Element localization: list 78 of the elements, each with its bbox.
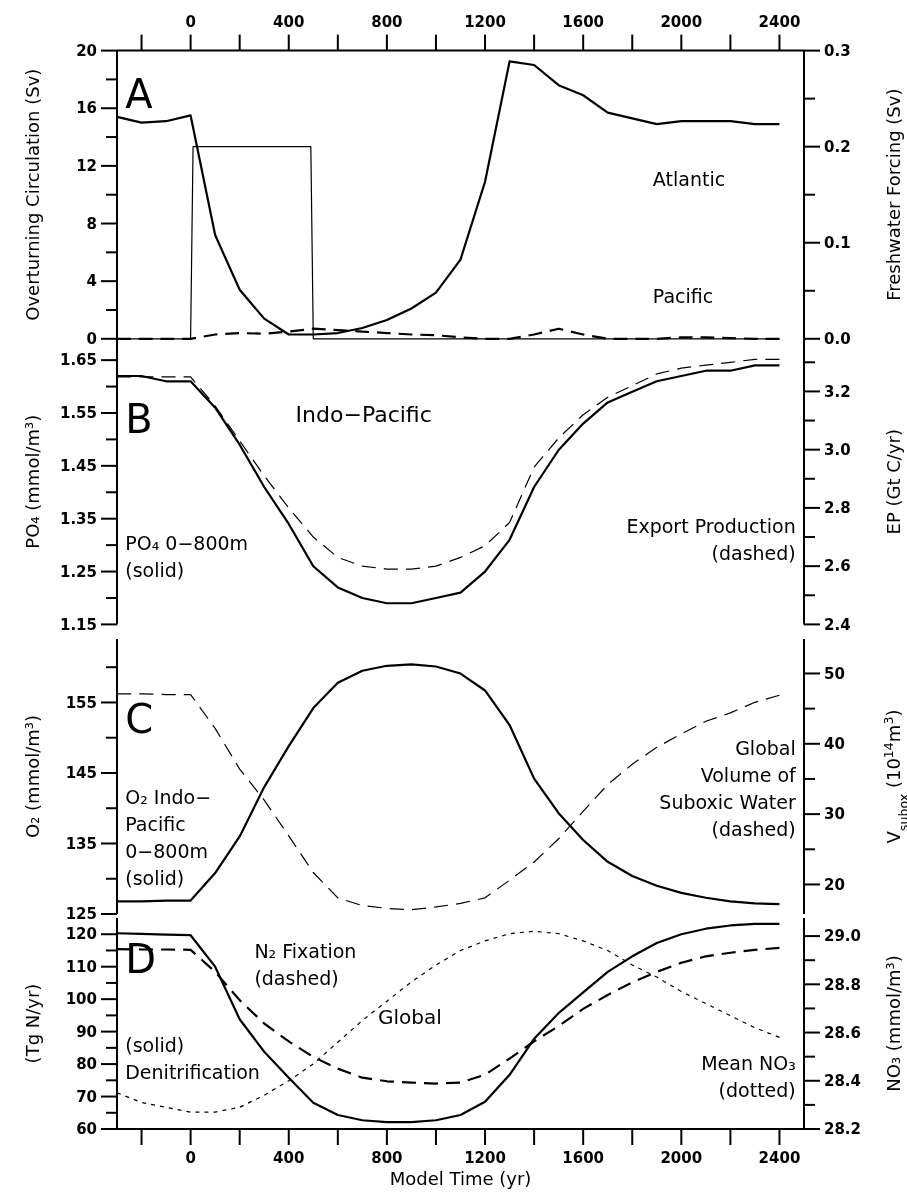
- y-tick-label: 100: [65, 990, 97, 1009]
- text: Atlantic: [652, 168, 726, 191]
- y-axis-title: O₂ (mmol/m³): [22, 714, 43, 839]
- y-tick-label: 120: [65, 925, 97, 944]
- y2-tick-label: 0.1: [824, 233, 851, 252]
- y-tick-label: 16: [76, 99, 97, 118]
- x2-tick-label: 1600: [562, 12, 605, 31]
- y-axis-title: Overturning Circulation (Sv): [22, 68, 43, 321]
- y2-tick-label: 28.6: [824, 1023, 862, 1042]
- x2-tick-label: 0: [185, 12, 196, 31]
- y-tick-label: 125: [65, 905, 97, 924]
- y-tick-label: 1.65: [59, 351, 97, 370]
- y2-axis-title: EP (Gt C/yr): [883, 428, 904, 535]
- x2-tick-label: 1200: [464, 12, 506, 31]
- annotation: Export Production (dashed): [626, 515, 796, 565]
- y-tick-label: 1.25: [59, 562, 97, 581]
- y-tick-label: 80: [76, 1055, 97, 1074]
- y-tick-label: 135: [65, 834, 97, 853]
- y2-tick-label: 50: [824, 664, 845, 683]
- y2-tick-label: 2.8: [824, 499, 851, 518]
- annotation: Global: [378, 1004, 442, 1029]
- series-label: Pacific: [652, 284, 714, 307]
- x-tick-label: 2000: [660, 1149, 703, 1167]
- x-tick-label: 1600: [562, 1149, 605, 1167]
- annotation: B: [125, 396, 153, 443]
- y-tick-label: 70: [76, 1087, 97, 1106]
- y-tick-label: 1.35: [59, 509, 97, 528]
- annotation: C: [125, 695, 154, 742]
- x-tick-label: 800: [371, 1149, 403, 1167]
- y2-tick-label: 20: [824, 875, 845, 894]
- y2-tick-label: 0.0: [824, 330, 851, 349]
- y2-tick-label: 29.0: [824, 927, 862, 946]
- y2-tick-label: 0.3: [824, 41, 851, 60]
- y-tick-label: 110: [65, 957, 97, 976]
- y-tick-label: 60: [76, 1120, 97, 1139]
- x-tick-label: 1200: [464, 1149, 506, 1167]
- y2-tick-label: 28.8: [824, 975, 862, 994]
- y2-tick-label: 2.4: [824, 615, 851, 634]
- y-tick-label: 145: [65, 764, 97, 783]
- y-tick-label: 1.55: [59, 404, 97, 423]
- y2-tick-label: 30: [824, 805, 845, 824]
- y-tick-label: 0: [86, 330, 97, 349]
- y-tick-label: 20: [76, 41, 97, 60]
- y2-tick-label: 3.0: [824, 440, 851, 459]
- y2-axis-title: Freshwater Forcing (Sv): [883, 88, 904, 301]
- y-tick-label: 4: [86, 272, 97, 291]
- y-tick-label: 90: [76, 1022, 97, 1041]
- annotation: (solid) Denitrification: [125, 1033, 260, 1083]
- annotation: O₂ Indo− Pacific 0−800m (solid): [125, 786, 212, 889]
- x-tick-label: 2400: [758, 1149, 801, 1167]
- y-tick-label: 8: [86, 214, 97, 233]
- x2-tick-label: 800: [371, 12, 403, 31]
- y2-tick-label: 28.2: [824, 1120, 862, 1139]
- annotation: D: [125, 935, 157, 982]
- y2-tick-label: 3.2: [824, 382, 851, 401]
- x2-tick-label: 2400: [758, 12, 801, 31]
- annotation: PO₄ 0−800m (solid): [125, 532, 249, 582]
- y2-tick-label: 28.4: [824, 1072, 862, 1091]
- annotation: A: [125, 71, 154, 118]
- x-axis-title: Model Time (yr): [389, 1168, 532, 1189]
- y2-tick-label: 40: [824, 735, 845, 754]
- y-tick-label: 12: [76, 157, 97, 176]
- y-tick-label: 1.15: [59, 615, 97, 634]
- annotation: Mean NO₃ (dotted): [701, 1051, 796, 1101]
- y-axis-title: (Tg N/yr): [22, 983, 43, 1064]
- x2-tick-label: 2000: [660, 12, 703, 31]
- y-axis-title: PO₄ (mmol/m³): [22, 414, 43, 549]
- annotation: Global Volume of Suboxic Water (dashed): [659, 736, 798, 840]
- y2-axis-title: NO₃ (mmol/m³): [883, 955, 904, 1092]
- y2-tick-label: 2.6: [824, 557, 851, 576]
- y2-tick-label: 0.2: [824, 137, 851, 156]
- annotation: N₂ Fixation (dashed): [254, 940, 357, 990]
- x-tick-label: 0: [185, 1149, 196, 1167]
- annotation: Indo−Pacific: [295, 401, 432, 427]
- x2-tick-label: 400: [273, 12, 305, 31]
- x-tick-label: 400: [273, 1149, 305, 1167]
- y-tick-label: 1.45: [59, 457, 97, 476]
- y-tick-label: 155: [65, 693, 97, 712]
